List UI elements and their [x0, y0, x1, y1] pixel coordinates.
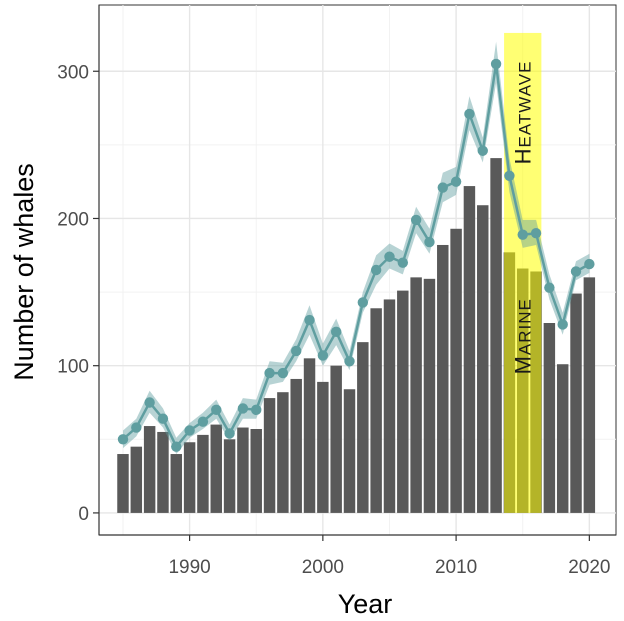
bar-2002: [343, 389, 356, 513]
bar-2012: [477, 205, 489, 513]
bar-2006: [397, 290, 409, 513]
bar-1998: [290, 378, 302, 513]
point-2018: [557, 319, 568, 330]
bar-1993: [223, 439, 236, 513]
bar-1987: [143, 426, 156, 513]
point-1993: [224, 428, 235, 439]
annotation-heatwave: HEATWAVE: [511, 61, 536, 165]
bar-1991: [197, 434, 209, 513]
point-1986: [131, 422, 142, 433]
point-1997: [277, 367, 289, 379]
bar-1994: [237, 427, 249, 513]
annotation-marine: MARINE: [511, 298, 536, 374]
point-2003: [357, 297, 369, 308]
heatwave-band: [504, 32, 542, 513]
point-2008: [424, 236, 435, 248]
bar-1988: [157, 431, 169, 513]
bar-1997: [277, 392, 289, 513]
point-1995: [251, 404, 262, 416]
point-2009: [437, 182, 448, 193]
point-1992: [211, 404, 222, 416]
tick-labels-layer: 0 100 200 300 1990 2000 2010 2020: [57, 62, 610, 578]
y-tick-label: 100: [57, 357, 89, 378]
bar-1989: [170, 454, 183, 513]
point-2019: [570, 266, 582, 277]
point-1994: [237, 403, 249, 414]
bar-1999: [303, 358, 316, 513]
point-1999: [304, 314, 315, 326]
point-2005: [384, 251, 395, 262]
y-axis-title: Number of whales: [9, 163, 39, 381]
y-tick-label: 300: [57, 62, 89, 83]
bar-2018: [556, 364, 569, 513]
bar-2011: [463, 186, 476, 513]
point-2011: [464, 108, 475, 120]
heatwave-highlight-layer: [504, 32, 542, 513]
x-tick-label: 2020: [568, 557, 610, 578]
bar-2008: [423, 278, 436, 513]
trend-points-layer: [117, 58, 595, 452]
point-2017: [544, 282, 555, 293]
point-2006: [397, 257, 409, 268]
bar-2019: [570, 293, 582, 513]
bar-1986: [130, 446, 143, 513]
point-1989: [171, 441, 182, 452]
bar-2005: [383, 299, 396, 513]
point-2020: [584, 258, 595, 270]
bar-2004: [370, 308, 382, 513]
bar-2020: [583, 277, 596, 513]
point-1987: [144, 397, 155, 408]
axes-layer: [93, 5, 616, 541]
x-tick-label: 2000: [302, 557, 344, 578]
point-1990: [184, 425, 195, 436]
point-1991: [197, 416, 209, 427]
bar-2007: [410, 277, 422, 513]
point-2002: [344, 356, 355, 367]
bar-2013: [490, 158, 502, 513]
annotation-layer: MARINE HEATWAVE: [511, 61, 536, 375]
point-2007: [410, 214, 422, 226]
bar-2009: [437, 244, 449, 513]
point-2012: [477, 145, 488, 156]
point-1988: [157, 413, 169, 424]
bar-1990: [183, 442, 196, 513]
point-2016: [530, 227, 542, 239]
point-2010: [450, 176, 462, 187]
y-tick-label: 0: [78, 504, 89, 525]
bar-2001: [330, 365, 342, 513]
point-2015: [517, 229, 528, 240]
bar-2010: [450, 228, 462, 513]
point-1996: [264, 367, 275, 379]
bar-2017: [543, 323, 556, 513]
bar-1996: [263, 398, 276, 513]
point-2001: [330, 326, 342, 338]
point-2014: [504, 170, 515, 181]
bar-1995: [250, 429, 262, 513]
x-axis-title: Year: [338, 589, 393, 619]
bar-2003: [357, 342, 369, 513]
point-1998: [291, 345, 302, 357]
bar-1992: [210, 424, 222, 513]
bar-2000: [317, 381, 329, 513]
bar-1985: [117, 454, 129, 513]
point-2004: [370, 264, 382, 276]
y-tick-label: 200: [57, 209, 89, 230]
x-tick-label: 1990: [168, 557, 210, 578]
point-2000: [317, 350, 329, 361]
point-2013: [490, 58, 502, 70]
point-1985: [117, 434, 129, 445]
x-tick-label: 2010: [435, 557, 477, 578]
